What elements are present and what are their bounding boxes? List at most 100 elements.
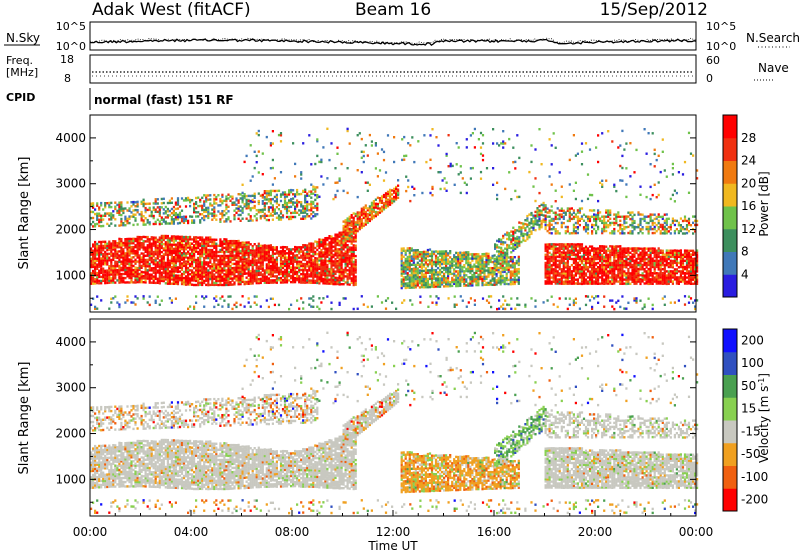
heatmap-cell (294, 273, 296, 275)
heatmap-cell (306, 248, 308, 250)
heatmap-cell (130, 242, 132, 244)
heatmap-cell (258, 274, 260, 276)
heatmap-cell (229, 275, 231, 277)
heatmap-cell (379, 201, 381, 203)
heatmap-cell (355, 213, 357, 215)
heatmap-cell (349, 228, 351, 230)
heatmap-cell (318, 253, 320, 255)
heatmap-cell (538, 226, 540, 228)
heatmap-cell (191, 222, 193, 224)
heatmap-cell (465, 280, 467, 282)
heatmap-cell (306, 257, 308, 259)
heatmap-cell (185, 197, 187, 199)
heatmap-cell (187, 257, 189, 259)
heatmap-cell (405, 287, 407, 289)
heatmap-cell (155, 211, 157, 213)
heatmap-cell (203, 219, 205, 221)
heatmap-cell (485, 253, 487, 255)
heatmap-cell (128, 258, 130, 260)
heatmap-cell (280, 279, 282, 281)
beam-label: Beam 16 (355, 0, 431, 20)
heatmap-cell (165, 278, 167, 280)
heatmap-cell (223, 243, 225, 245)
heatmap-cell (231, 240, 233, 242)
heatmap-cell (367, 213, 369, 215)
heatmap-cell (225, 198, 227, 200)
heatmap-cell (223, 255, 225, 257)
heatmap-cell (534, 211, 536, 213)
heatmap-cell (114, 240, 116, 242)
heatmap-cell (322, 264, 324, 266)
heatmap-cell (250, 207, 252, 209)
heatmap-cell (328, 282, 330, 284)
heatmap-cell (320, 249, 322, 251)
heatmap-cell (201, 205, 203, 207)
heatmap-cell (409, 258, 411, 260)
heatmap-cell (555, 274, 557, 276)
heatmap-cell (467, 260, 469, 262)
heatmap-cell (518, 228, 520, 230)
heatmap-cell (179, 246, 181, 248)
heatmap-cell (183, 283, 185, 285)
heatmap-cell (187, 236, 189, 238)
heatmap-cell (219, 243, 221, 245)
heatmap-cell (345, 255, 347, 257)
heatmap-cell (449, 261, 451, 263)
heatmap-cell (159, 206, 161, 208)
heatmap-cell (498, 277, 500, 279)
heatmap-cell (334, 252, 336, 254)
heatmap-cell (274, 213, 276, 215)
heatmap-cell (173, 281, 175, 283)
heatmap-cell (481, 257, 483, 259)
heatmap-cell (433, 261, 435, 263)
heatmap-cell (233, 275, 235, 277)
heatmap-cell (355, 263, 357, 265)
heatmap-cell (431, 251, 433, 253)
heatmap-cell (240, 277, 242, 279)
heatmap-cell (449, 256, 451, 258)
heatmap-cell (512, 227, 514, 229)
heatmap-cell (316, 257, 318, 259)
heatmap-cell (439, 271, 441, 273)
heatmap-cell (341, 275, 343, 277)
heatmap-cell (282, 254, 284, 256)
heatmap-cell (96, 243, 98, 245)
heatmap-cell (149, 263, 151, 265)
heatmap-cell (391, 189, 393, 191)
heatmap-cell (100, 219, 102, 221)
heatmap-cell (451, 277, 453, 279)
heatmap-cell (141, 261, 143, 263)
heatmap-cell (407, 264, 409, 266)
heatmap-cell (278, 269, 280, 271)
heatmap-cell (280, 269, 282, 271)
heatmap-cell (167, 235, 169, 237)
heatmap-cell (122, 261, 124, 263)
heatmap-cell (292, 216, 294, 218)
heatmap-cell (302, 212, 304, 214)
heatmap-cell (308, 190, 310, 192)
heatmap-cell (189, 215, 191, 217)
heatmap-cell (500, 275, 502, 277)
heatmap-cell (207, 243, 209, 245)
heatmap-cell (274, 196, 276, 198)
heatmap-cell (151, 261, 153, 263)
heatmap-cell (102, 253, 104, 255)
heatmap-cell (183, 244, 185, 246)
heatmap-cell (286, 269, 288, 271)
heatmap-cell (336, 260, 338, 262)
heatmap-cell (201, 251, 203, 253)
heatmap-cell (197, 211, 199, 213)
heatmap-cell (599, 258, 601, 260)
heatmap-cell (310, 209, 312, 211)
heatmap-cell (463, 264, 465, 266)
heatmap-cell (413, 286, 415, 288)
heatmap-cell (179, 270, 181, 272)
heatmap-cell (256, 213, 258, 215)
heatmap-cell (549, 256, 551, 258)
heatmap-cell (102, 270, 104, 272)
heatmap-cell (395, 190, 397, 192)
heatmap-cell (272, 271, 274, 273)
heatmap-cell (193, 244, 195, 246)
heatmap-cell (496, 261, 498, 263)
heatmap-cell (177, 254, 179, 256)
